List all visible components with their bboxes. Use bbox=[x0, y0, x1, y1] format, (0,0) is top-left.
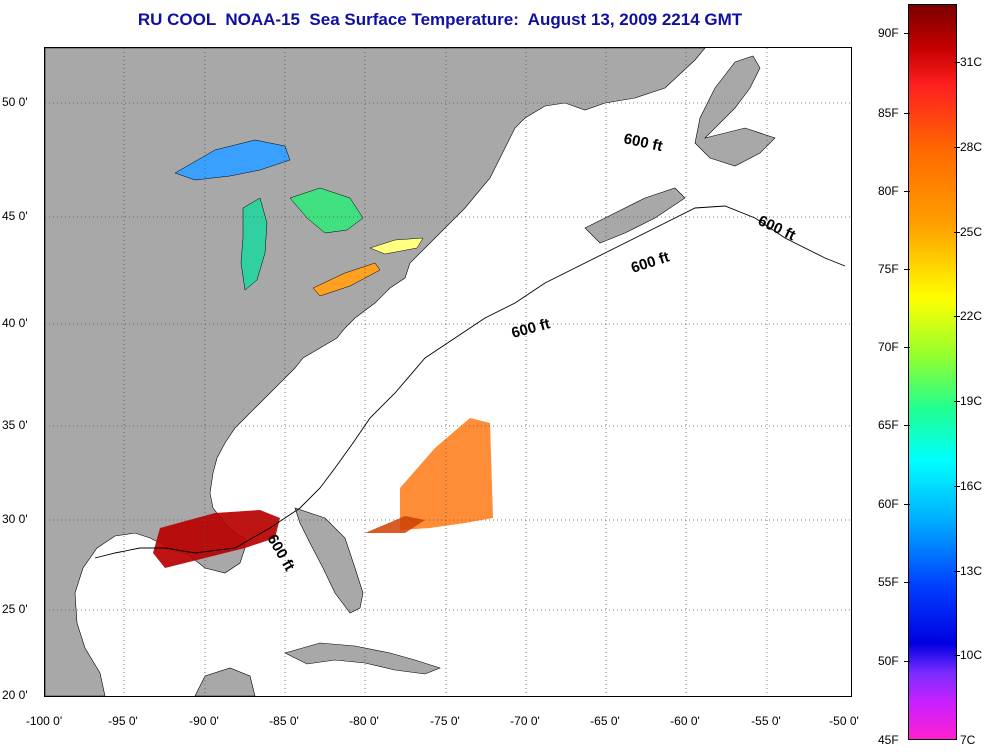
temperature-colorbar bbox=[908, 4, 957, 740]
lon-label-95: -95 0' bbox=[108, 714, 138, 728]
lat-label-45: 45 0' bbox=[2, 209, 28, 223]
lon-label-100: -100 0' bbox=[25, 714, 63, 728]
cb-c-16: 16C bbox=[960, 479, 983, 493]
sst-gulf-patch bbox=[153, 510, 280, 568]
lon-label-90: -90 0' bbox=[189, 714, 219, 728]
contour-label-4: 600 ft bbox=[510, 315, 552, 342]
map-title: RU COOL NOAA-15 Sea Surface Temperature:… bbox=[137, 10, 743, 29]
lon-label-50: -50 0' bbox=[829, 714, 859, 728]
map-svg: 600 ft 600 ft 600 ft 600 ft 600 ft bbox=[45, 48, 851, 696]
lon-label-70: -70 0' bbox=[510, 714, 540, 728]
cb-f-85: 85F bbox=[878, 106, 899, 120]
cb-f-70: 70F bbox=[878, 340, 899, 354]
lon-label-75: -75 0' bbox=[430, 714, 460, 728]
cb-f-55: 55F bbox=[878, 575, 899, 589]
lat-label-20: 20 0' bbox=[2, 688, 28, 702]
lat-label-25: 25 0' bbox=[2, 602, 28, 616]
land-nova-scotia bbox=[584, 187, 686, 244]
lon-label-60: -60 0' bbox=[670, 714, 700, 728]
cb-c-7: 7C bbox=[960, 733, 976, 747]
contour-label-1: 600 ft bbox=[622, 130, 664, 155]
cb-f-60: 60F bbox=[878, 497, 899, 511]
sst-atlantic-south bbox=[365, 516, 425, 533]
cb-c-25: 25C bbox=[960, 225, 983, 239]
lake-superior bbox=[174, 139, 291, 181]
lon-label-80: -80 0' bbox=[349, 714, 379, 728]
land-newfoundland bbox=[694, 55, 776, 167]
cb-f-80: 80F bbox=[878, 184, 899, 198]
lat-label-30: 30 0' bbox=[2, 512, 28, 526]
lake-michigan bbox=[240, 197, 268, 291]
sst-map: 600 ft 600 ft 600 ft 600 ft 600 ft bbox=[44, 47, 852, 697]
cb-f-65: 65F bbox=[878, 418, 899, 432]
contour-label-2: 600 ft bbox=[755, 212, 798, 244]
contour-600ft bbox=[94, 205, 846, 559]
land-cuba bbox=[284, 642, 441, 675]
graticule bbox=[45, 48, 851, 696]
cb-f-45: 45F bbox=[878, 733, 899, 747]
contour-label-5: 600 ft bbox=[264, 532, 298, 574]
cb-c-31: 31C bbox=[960, 55, 983, 69]
cb-f-90: 90F bbox=[878, 26, 899, 40]
contour-label-3: 600 ft bbox=[629, 249, 672, 277]
cb-c-22: 22C bbox=[960, 309, 983, 323]
cb-c-28: 28C bbox=[960, 140, 983, 154]
cb-c-19: 19C bbox=[960, 394, 983, 408]
land-florida bbox=[294, 507, 364, 614]
cb-f-50: 50F bbox=[878, 654, 899, 668]
cb-f-75: 75F bbox=[878, 262, 899, 276]
lake-huron bbox=[289, 187, 364, 234]
cb-c-10: 10C bbox=[960, 648, 983, 662]
lon-label-55: -55 0' bbox=[751, 714, 781, 728]
lat-label-40: 40 0' bbox=[2, 316, 28, 330]
lat-label-35: 35 0' bbox=[2, 418, 28, 432]
land-yucatan bbox=[194, 667, 256, 696]
lat-label-50: 50 0' bbox=[2, 95, 28, 109]
cb-c-13: 13C bbox=[960, 564, 983, 578]
lon-label-85: -85 0' bbox=[269, 714, 299, 728]
lake-erie bbox=[312, 262, 381, 297]
lake-ontario bbox=[369, 237, 424, 255]
sst-atlantic-patch bbox=[400, 418, 493, 530]
lon-label-65: -65 0' bbox=[590, 714, 620, 728]
